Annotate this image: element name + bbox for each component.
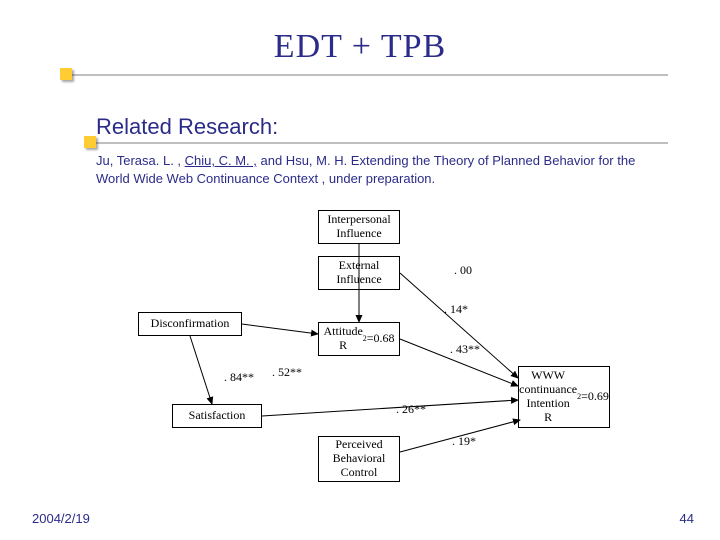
edge-label-dis-to-att: . 52** xyxy=(272,365,302,380)
footer-page-number: 44 xyxy=(680,511,694,526)
edge-label-dis-to-sat: . 84** xyxy=(224,370,254,385)
edge-label-att-to-www: . 43** xyxy=(450,342,480,357)
node-pbc: PerceivedBehavioralControl xyxy=(318,436,400,482)
sub-rule xyxy=(96,142,668,144)
node-dis: Disconfirmation xyxy=(138,312,242,336)
footer-date: 2004/2/19 xyxy=(32,511,90,526)
edge-label-ext-to-www: . 00 xyxy=(454,263,472,278)
edge-ext-to-www xyxy=(400,273,518,378)
edge-label-pbc-to-www: . 19* xyxy=(452,434,476,449)
main-title: EDT + TPB xyxy=(0,28,720,66)
sub-heading: Related Research: xyxy=(96,114,278,140)
edge-label-ip-to-att: . 14* xyxy=(444,302,468,317)
citation-text: Ju, Terasa. L. , Chiu, C. M. , and Hsu, … xyxy=(96,152,651,187)
edge-sat-to-www xyxy=(262,400,518,416)
title-rule xyxy=(72,74,668,76)
node-www: WWWcontinuanceIntentionR2=0.69 xyxy=(518,366,610,428)
citation-pre: Ju, Terasa. L. , xyxy=(96,153,185,168)
edge-label-sat-to-www: . 26** xyxy=(396,402,426,417)
sub-bullet-icon xyxy=(84,136,96,148)
citation-underlined: Chiu, C. M. , xyxy=(185,153,257,168)
node-ext: ExternalInfluence xyxy=(318,256,400,290)
title-wrap: EDT + TPB xyxy=(0,28,720,66)
node-ip: InterpersonalInfluence xyxy=(318,210,400,244)
edge-dis-to-att xyxy=(242,324,318,334)
edge-dis-to-sat xyxy=(190,336,212,404)
node-sat: Satisfaction xyxy=(172,404,262,428)
title-bullet-icon xyxy=(60,68,72,80)
node-att: AttitudeR2=0.68 xyxy=(318,322,400,356)
